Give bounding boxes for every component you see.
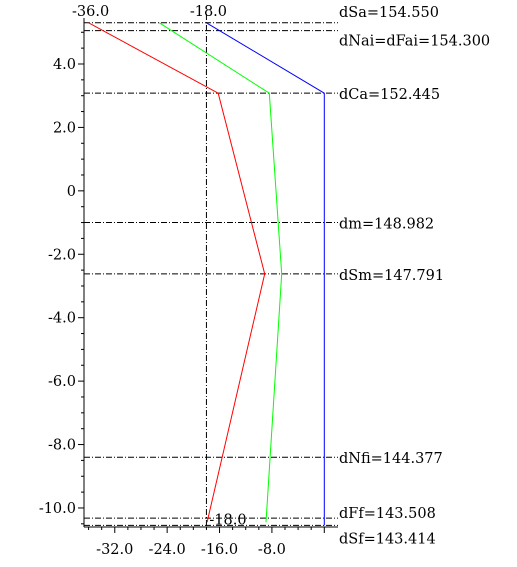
level-label-dm: dm=148.982 bbox=[339, 217, 434, 233]
level-label-dnai: dNai=dFai=154.300 bbox=[339, 34, 490, 50]
y-tick-label: 2.0 bbox=[53, 120, 76, 136]
level-label-dnfi: dNfi=144.377 bbox=[339, 451, 443, 467]
level-label-dca: dCa=152.445 bbox=[339, 87, 440, 103]
top-label: -18.0 bbox=[190, 4, 227, 20]
level-label-dsa: dSa=154.550 bbox=[339, 5, 439, 21]
series-line-2 bbox=[206, 22, 325, 526]
x-tick-label: -24.0 bbox=[149, 542, 186, 558]
bottom-label: -18.0 bbox=[209, 512, 246, 528]
top-label: -36.0 bbox=[72, 4, 109, 20]
axes bbox=[78, 18, 338, 533]
level-label-dsf: dSf=143.414 bbox=[339, 531, 436, 547]
x-tick-label: -32.0 bbox=[96, 542, 133, 558]
y-tick-label: -8.0 bbox=[48, 438, 76, 454]
series-layer bbox=[88, 22, 325, 526]
x-tick-label: -8.0 bbox=[258, 542, 286, 558]
series-line-0 bbox=[88, 22, 266, 523]
level-label-dff: dFf=143.508 bbox=[339, 506, 436, 522]
y-tick-label: -10.0 bbox=[39, 501, 76, 517]
y-tick-label: 0 bbox=[67, 184, 76, 200]
series-line-1 bbox=[159, 22, 283, 523]
level-lines bbox=[84, 14, 338, 530]
level-label-dsm: dSm=147.791 bbox=[339, 268, 444, 284]
y-tick-label: -6.0 bbox=[48, 374, 76, 390]
y-tick-label: -4.0 bbox=[48, 311, 76, 327]
labels: 4.0 2.0 0 -2.0 -4.0 -6.0 -8.0 -10.0 -32.0 -24.0 -1… bbox=[39, 4, 490, 558]
y-tick-label: -2.0 bbox=[48, 247, 76, 263]
x-tick-label: -16.0 bbox=[201, 542, 238, 558]
y-tick-label: 4.0 bbox=[53, 57, 76, 73]
